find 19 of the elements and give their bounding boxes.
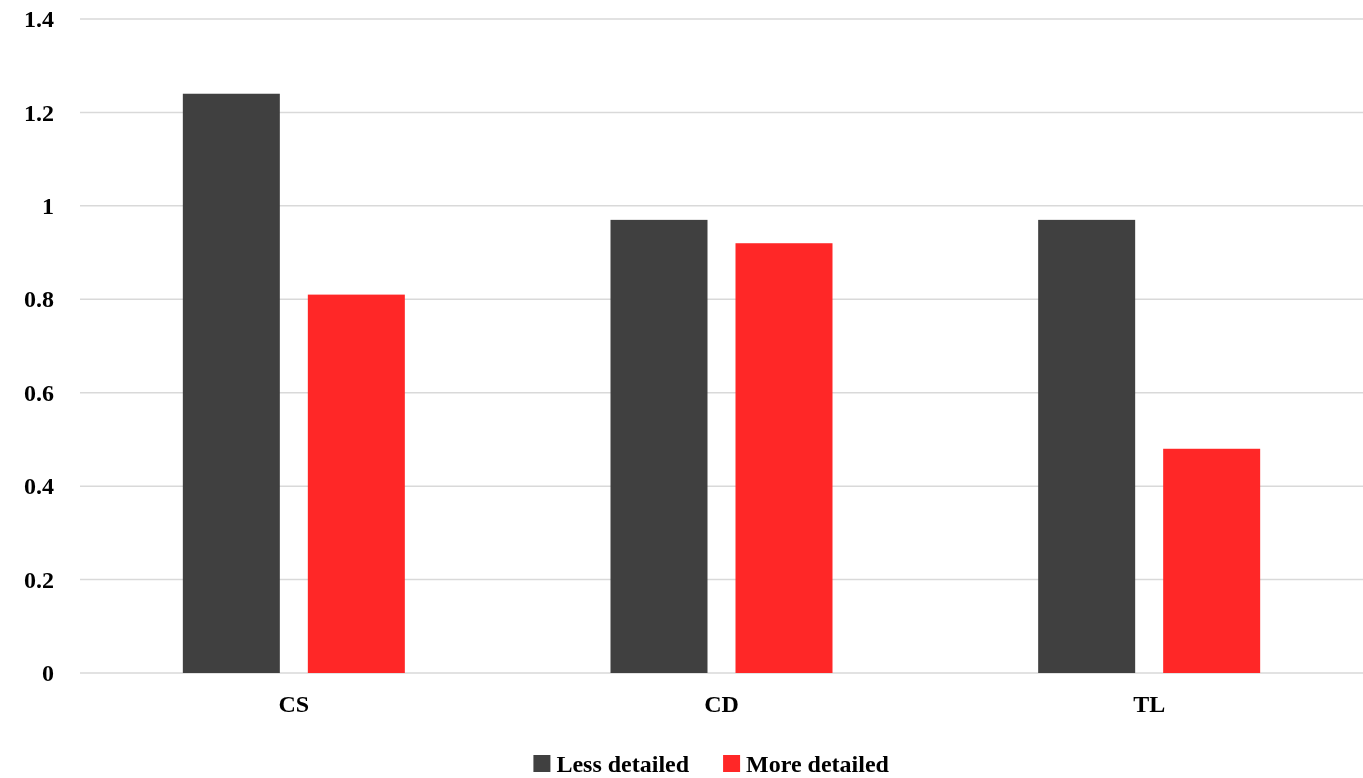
bar [610, 219, 708, 673]
y-tick-label: 0.8 [24, 286, 54, 313]
y-tick-label: 0 [42, 660, 54, 687]
legend-label: More detailed [746, 751, 890, 778]
y-tick-label: 0.2 [24, 566, 54, 593]
y-tick-label: 0.4 [24, 473, 54, 500]
legend-label: Less detailed [556, 751, 690, 778]
bar [735, 243, 833, 673]
bar [1038, 219, 1136, 673]
y-tick-label: 1.4 [24, 6, 54, 33]
x-tick-label: CD [704, 691, 739, 718]
bar [182, 93, 280, 673]
bar [307, 294, 405, 673]
y-tick-label: 1.2 [24, 99, 54, 126]
y-tick-label: 1 [42, 193, 54, 220]
bar [1163, 448, 1261, 673]
x-tick-label: CS [278, 691, 310, 718]
x-tick-label: TL [1133, 691, 1166, 718]
y-tick-label: 0.6 [24, 379, 54, 406]
